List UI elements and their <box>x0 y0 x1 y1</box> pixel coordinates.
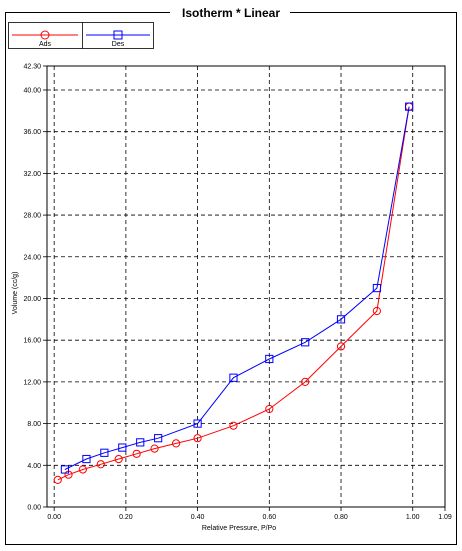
series-des-point <box>265 354 274 364</box>
y-tick-label: 24.00 <box>23 254 41 261</box>
y-tick-label: 20.00 <box>23 296 41 303</box>
series-ads-point <box>372 306 381 316</box>
x-tick-label: 1.00 <box>406 514 420 521</box>
legend: Ads Des <box>8 22 154 49</box>
legend-item-des: Des <box>86 30 150 48</box>
y-tick-label: 32.00 <box>23 171 41 178</box>
y-tick-label: 0.00 <box>27 505 41 512</box>
x-tick-label: 0.20 <box>119 514 133 521</box>
y-tick-label: 40.00 <box>23 87 41 94</box>
y-tick-label: 8.00 <box>27 421 41 428</box>
series-ads-point <box>171 439 181 448</box>
y-axis-title: Volume (cc/g) <box>12 272 19 315</box>
series-ads-point <box>336 342 346 351</box>
legend-ads-marker <box>40 30 50 40</box>
series-des-point <box>336 315 346 324</box>
x-tick-label: 1.09 <box>438 514 452 521</box>
y-tick-label: 12.00 <box>23 379 41 386</box>
legend-des-marker <box>113 30 123 40</box>
title-background <box>170 5 290 19</box>
series-ads-point <box>53 475 62 484</box>
y-tick-label: 4.00 <box>27 463 41 470</box>
series-des-point <box>118 443 127 452</box>
x-tick-label: 0.00 <box>47 514 61 521</box>
series-des-line <box>64 106 410 470</box>
x-axis-title: Relative Pressure, P/Po <box>202 525 276 532</box>
series-ads-point <box>96 460 105 469</box>
series-des-point <box>100 448 109 457</box>
outer-frame <box>5 12 457 545</box>
series-des-point <box>154 434 163 443</box>
series-ads-point <box>193 434 202 443</box>
series-ads-point <box>132 449 141 458</box>
legend-ads-label: Ads <box>39 41 52 48</box>
plot-border <box>46 65 446 508</box>
x-tick-label: 0.80 <box>334 514 348 521</box>
series-des-point <box>405 102 414 111</box>
y-tick-label: 42.30 <box>23 64 41 71</box>
series-des-point <box>82 454 91 464</box>
x-tick-label: 0.40 <box>191 514 205 521</box>
series-des-point <box>229 373 238 382</box>
plot-area: 0.00 0.20 0.40 0.60 0.80 1.00 1.09 0.00 4.00 8.00… <box>23 64 451 522</box>
series-ads-point <box>229 421 238 430</box>
y-tick-label: 16.00 <box>23 338 41 345</box>
series-ads-point <box>78 465 87 474</box>
legend-item-ads: Ads <box>12 30 78 48</box>
series-des-point <box>193 419 202 428</box>
series-des-point <box>301 338 310 347</box>
series-ads-line <box>57 106 410 481</box>
chart-title: Isotherm * Linear <box>182 6 280 20</box>
y-tick-label: 28.00 <box>23 213 41 220</box>
series-des-point <box>60 465 70 474</box>
series-ads-point <box>301 377 310 386</box>
series-des-point <box>372 283 381 293</box>
y-tick-label: 36.00 <box>23 129 41 136</box>
series-ads-point <box>265 404 274 414</box>
x-tick-label: 0.60 <box>262 514 276 521</box>
series-ads-point <box>114 454 123 464</box>
series-des-point <box>136 438 145 447</box>
legend-des-label: Des <box>112 41 125 48</box>
series-ads-point <box>150 444 159 453</box>
